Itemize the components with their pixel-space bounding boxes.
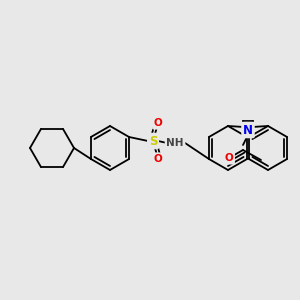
Text: NH: NH bbox=[166, 138, 184, 148]
Text: O: O bbox=[154, 154, 162, 164]
Text: N: N bbox=[243, 124, 253, 136]
Text: O: O bbox=[225, 153, 233, 163]
Text: S: S bbox=[149, 134, 157, 148]
Text: O: O bbox=[154, 118, 162, 128]
